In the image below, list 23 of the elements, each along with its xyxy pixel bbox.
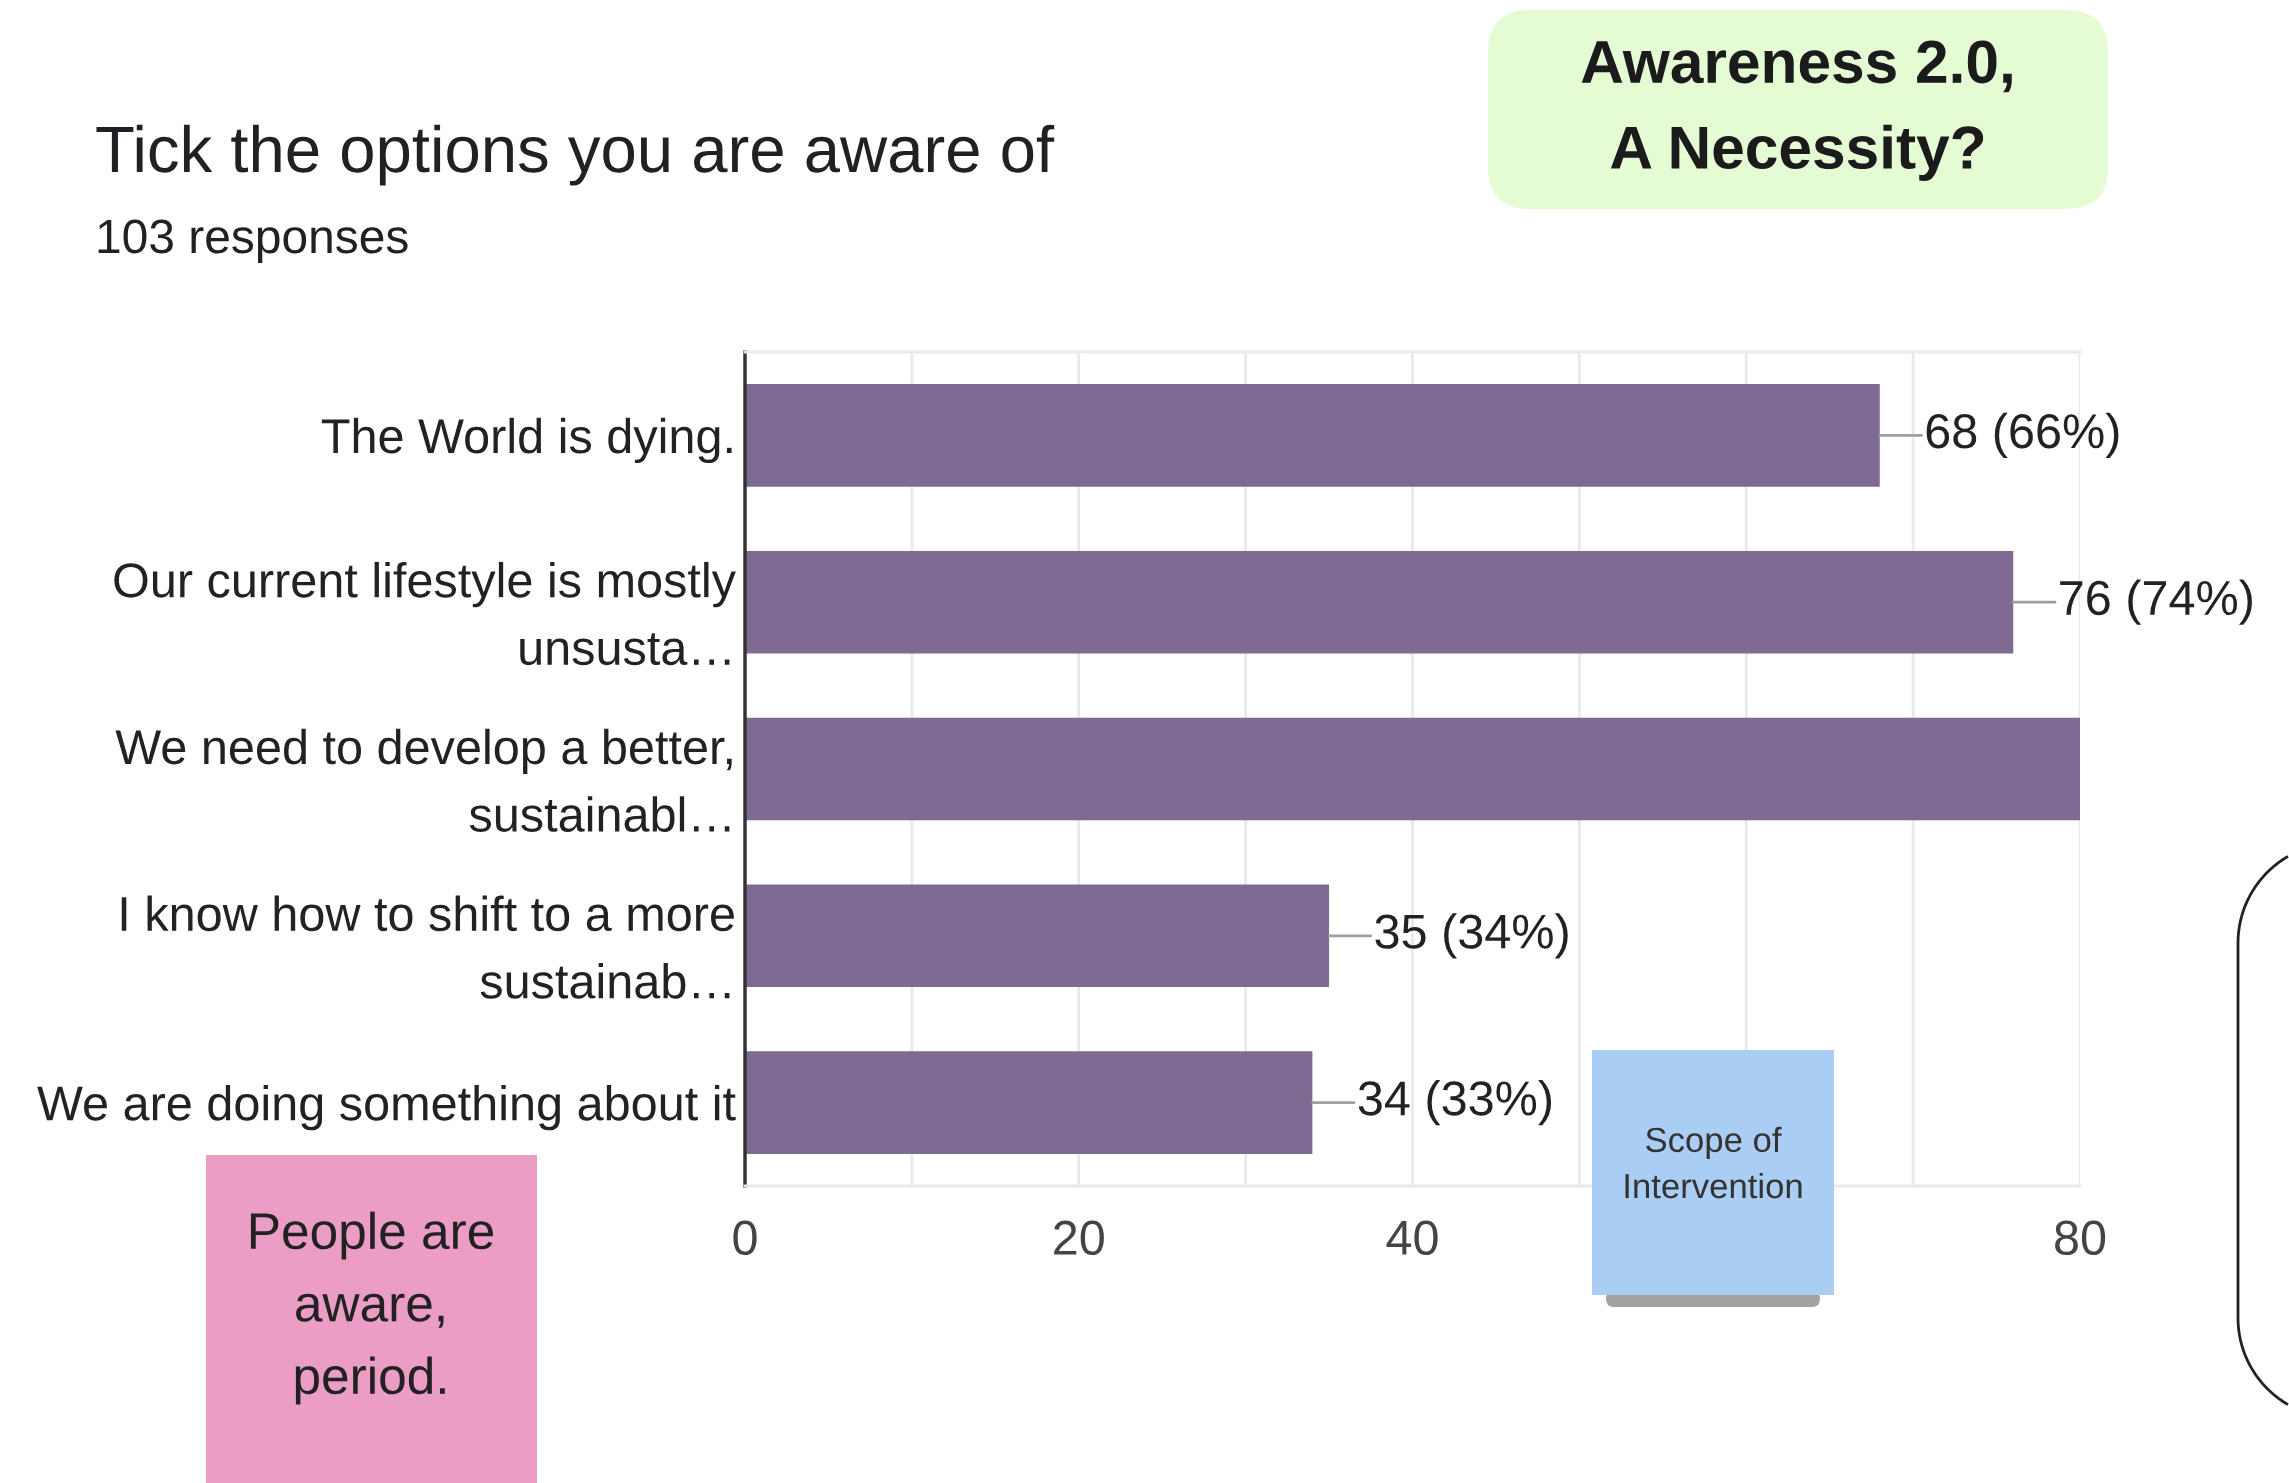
y-tick-label: Our current lifestyle is mostly unsusta… <box>114 561 736 666</box>
x-tick-label: 20 <box>1054 1220 1104 1256</box>
data-label: 76 (74%) <box>2060 579 2252 625</box>
y-tick-label: We are doing something about it <box>37 1084 736 1131</box>
y-tick-label: The World is dying. <box>321 417 732 464</box>
chart-title: Tick the options you are aware of <box>96 124 1055 186</box>
bar <box>745 550 2014 654</box>
y-tick-label: We need to develop a better, sustainabl… <box>115 728 732 832</box>
bar <box>745 717 2080 821</box>
annotation: Scope of Intervention <box>1625 1126 1802 1199</box>
y-tick-label: I know how to shift to a more sustainab… <box>121 895 734 999</box>
x-tick-label: 40 <box>1386 1220 1438 1256</box>
bar <box>745 884 1330 988</box>
bar <box>745 1051 1313 1154</box>
text: 103 responses <box>98 219 408 263</box>
x-tick-label: 0 <box>733 1220 757 1256</box>
x-tick-label: 80 <box>2055 1220 2106 1256</box>
data-label: 35 (34%) <box>1375 913 1568 959</box>
text: Awareness 2.0, A Necessity? <box>1581 40 2012 181</box>
bar <box>745 384 1880 487</box>
text: People are aware, period. <box>250 1211 494 1405</box>
data-label: 68 (66%) <box>1926 412 2119 459</box>
data-label: 34 (33%) <box>1358 1079 1552 1126</box>
